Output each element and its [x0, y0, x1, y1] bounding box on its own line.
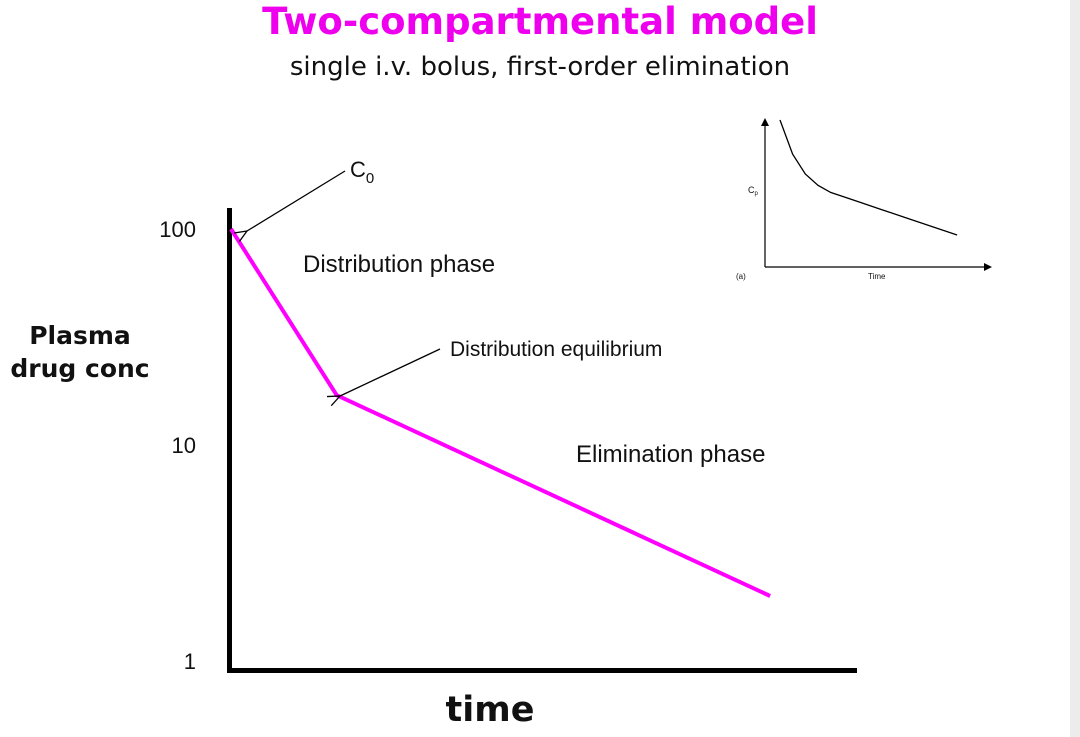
y-axis-label-line-1: Plasma [29, 321, 131, 350]
y-tick-label: 100 [159, 217, 196, 242]
distribution-equilibrium-annotation: Distribution equilibrium [340, 338, 662, 396]
chart-title: Two-compartmental model [262, 0, 818, 43]
main-axes [227, 208, 857, 673]
y-tick-label: 1 [184, 649, 196, 674]
inset-x-label: Time [868, 272, 886, 281]
inset-chart: Cp Time (a) [736, 118, 992, 281]
x-axis-label: time [445, 690, 535, 730]
inset-series-curve [779, 119, 958, 236]
y-axis-label: Plasma drug conc [0, 319, 160, 385]
y-axis-label-line-2: drug conc [10, 354, 150, 383]
chart-subtitle: single i.v. bolus, first-order eliminati… [289, 52, 791, 82]
equilibrium-arrow [340, 348, 441, 396]
c0-annotation: C0 [247, 157, 374, 231]
y-tick-labels: 100 10 1 [159, 217, 196, 674]
y-tick-label: 10 [172, 433, 196, 458]
c0-arrow [247, 170, 346, 231]
elimination-phase-label: Elimination phase [576, 441, 765, 468]
c0-label: C0 [350, 157, 374, 187]
series-line [229, 227, 771, 598]
inset-panel-label: (a) [736, 272, 746, 281]
distribution-phase-label: Distribution phase [303, 251, 495, 278]
inset-y-label: Cp [748, 185, 759, 197]
distribution-equilibrium-label: Distribution equilibrium [450, 338, 662, 361]
scrollbar-track [1070, 0, 1080, 737]
